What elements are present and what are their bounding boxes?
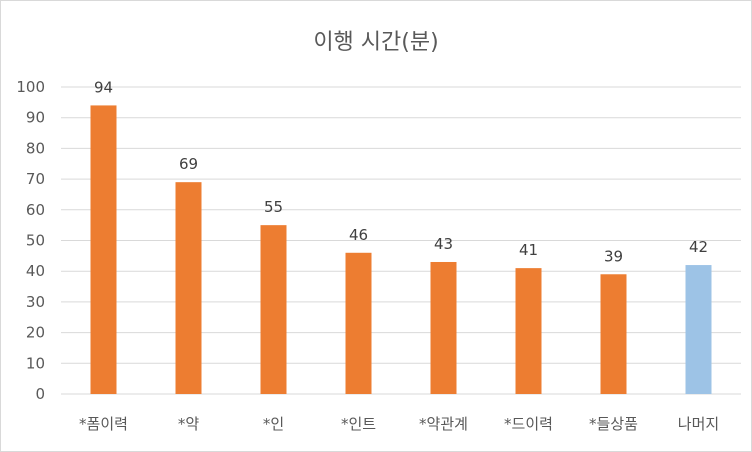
y-axis-tick-labels: 0 10 20 30 40 50 60 70 80 90 100 xyxy=(16,78,45,403)
chart-title: 이행 시간(분) xyxy=(313,30,438,55)
y-tick-label: 90 xyxy=(26,109,45,127)
x-category-label: *들상품 xyxy=(589,415,638,433)
gridlines xyxy=(61,86,741,395)
data-label: 42 xyxy=(689,238,708,256)
data-label: 69 xyxy=(179,155,198,173)
bar xyxy=(260,225,287,394)
bar xyxy=(430,261,457,394)
y-tick-label: 60 xyxy=(26,201,45,219)
y-tick-label: 80 xyxy=(26,139,45,157)
data-label: 39 xyxy=(604,247,623,265)
x-category-label: *폼이력 xyxy=(79,415,128,433)
x-category-label: *인 xyxy=(263,415,284,433)
x-category-label: 나머지 xyxy=(678,415,719,433)
y-tick-label: 100 xyxy=(16,78,45,96)
data-labels: 94 69 55 46 43 41 39 42 xyxy=(94,78,708,265)
bar xyxy=(685,265,712,394)
x-category-label: *인트 xyxy=(341,415,376,433)
bar xyxy=(175,182,202,394)
y-tick-label: 30 xyxy=(26,293,45,311)
y-tick-label: 50 xyxy=(26,232,45,250)
data-label: 94 xyxy=(94,78,113,96)
bars xyxy=(90,105,712,395)
data-label: 55 xyxy=(264,198,283,216)
bar xyxy=(345,252,372,394)
y-tick-label: 70 xyxy=(26,170,45,188)
bar xyxy=(90,105,117,395)
bar xyxy=(515,268,542,394)
y-tick-label: 20 xyxy=(26,324,45,342)
data-label: 46 xyxy=(349,226,368,244)
x-category-label: *드이력 xyxy=(504,415,553,433)
y-tick-label: 10 xyxy=(26,354,45,372)
y-tick-label: 40 xyxy=(26,262,45,280)
x-category-label: *약관계 xyxy=(419,415,468,433)
x-category-label: *약 xyxy=(178,415,200,433)
x-axis-category-labels: *폼이력 *약 *인 *인트 *약관계 *드이력 *들상품 나머지 xyxy=(79,415,719,433)
bar xyxy=(600,274,627,394)
y-tick-label: 0 xyxy=(35,385,45,403)
data-label: 41 xyxy=(519,241,538,259)
data-label: 43 xyxy=(434,235,453,253)
